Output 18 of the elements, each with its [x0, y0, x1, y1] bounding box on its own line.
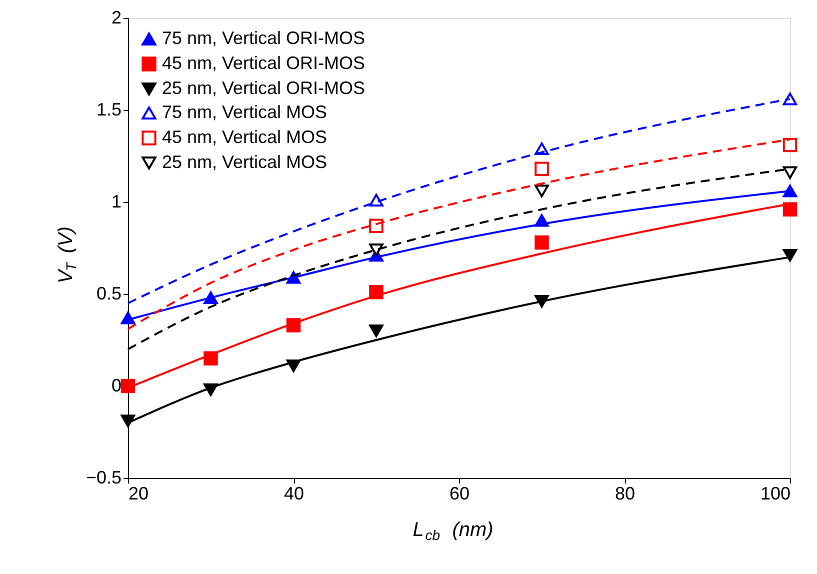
y-tick-label: 2 — [111, 8, 122, 28]
y-tick-label: 0.5 — [96, 284, 122, 304]
y-axis-title: VT (V) — [55, 226, 79, 284]
legend-label: 45 nm, Vertical ORI-MOS — [162, 53, 366, 73]
legend-label: 45 nm, Vertical MOS — [162, 127, 328, 147]
y-tick-label: −0.5 — [86, 468, 122, 488]
y-tick-label: 1 — [111, 192, 122, 212]
y-tick-label: 1.5 — [96, 100, 122, 120]
x-tick-label: 20 — [128, 484, 149, 504]
x-tick-label: 40 — [284, 484, 304, 504]
y-tick-label: 0 — [111, 376, 122, 396]
legend-label: 25 nm, Vertical MOS — [162, 152, 328, 172]
x-tick-label: 60 — [449, 484, 470, 504]
legend-label: 75 nm, Vertical MOS — [162, 102, 328, 122]
legend-label: 25 nm, Vertical ORI-MOS — [162, 78, 366, 98]
x-tick-label: 80 — [614, 484, 636, 504]
x-tick-label: 100 — [760, 484, 790, 504]
legend-label: 75 nm, Vertical ORI-MOS — [162, 28, 366, 48]
